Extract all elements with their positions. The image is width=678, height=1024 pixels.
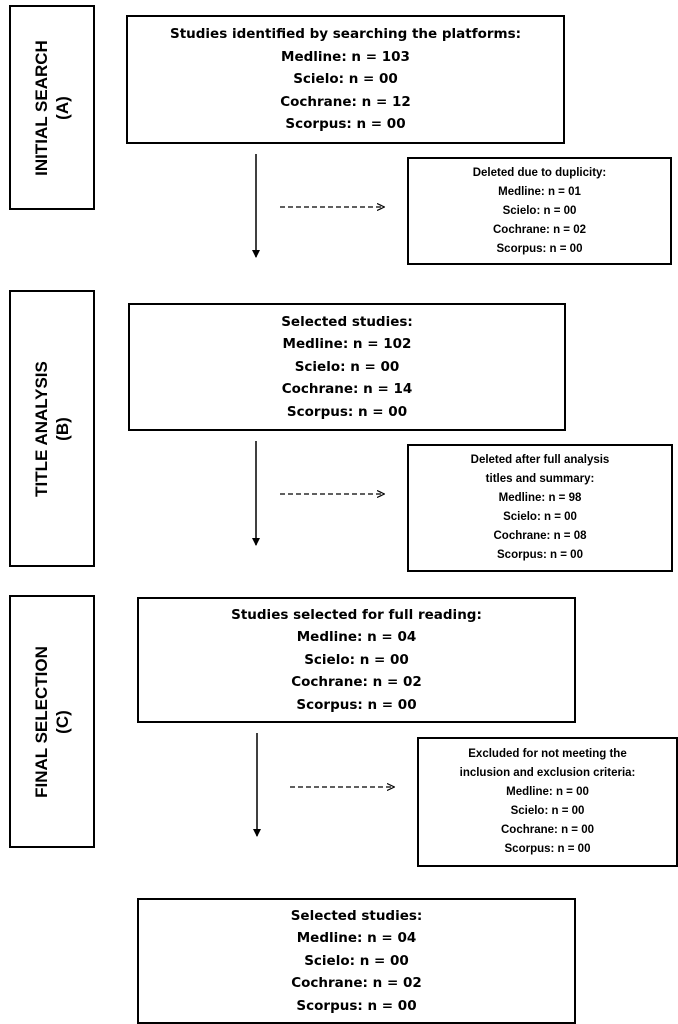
count-cochrane: Cochrane: n = 02 [291,674,422,691]
box-heading-line-2: inclusion and exclusion criteria: [459,767,636,779]
stage-label-title-analysis: TITLE ANALYSIS (B) [9,290,95,567]
count-medline: Medline: n = 98 [498,492,582,504]
box-final-selected-studies: Selected studies: Medline: n = 04 Scielo… [137,898,576,1024]
stage-label-initial-search: INITIAL SEARCH (A) [9,5,95,210]
box-full-reading: Studies selected for full reading: Medli… [137,597,576,723]
box-excluded-criteria: Excluded for not meeting the inclusion a… [417,737,678,867]
stage-letter: (B) [53,416,72,441]
count-medline: Medline: n = 04 [296,629,417,646]
stage-label-final-selection: FINAL SELECTION (C) [9,595,95,848]
stage-title: INITIAL SEARCH [32,39,51,176]
count-scielo: Scielo: n = 00 [294,358,400,375]
stage-letter: (A) [53,95,72,120]
count-cochrane: Cochrane: n = 00 [501,824,594,836]
count-cochrane: Cochrane: n = 14 [281,381,413,398]
count-scielo: Scielo: n = 00 [510,805,585,817]
count-scorpus: Scorpus: n = 00 [286,403,408,420]
count-scorpus: Scorpus: n = 00 [497,549,583,561]
box-heading: Studies identified by searching the plat… [169,26,522,43]
box-deleted-duplicity: Deleted due to duplicity: Medline: n = 0… [407,157,672,265]
box-heading: Studies selected for full reading: [231,606,482,623]
box-selected-studies-titles: Selected studies: Medline: n = 102 Sciel… [128,303,566,431]
box-heading-line-2: titles and summary: [485,473,595,485]
count-medline: Medline: n = 04 [296,930,417,947]
box-heading: Deleted due to duplicity: [472,166,607,179]
count-scorpus: Scorpus: n = 00 [296,997,417,1014]
count-scielo: Scielo: n = 00 [304,651,409,668]
count-scielo: Scielo: n = 00 [502,204,577,217]
count-cochrane: Cochrane: n = 02 [291,975,422,992]
count-medline: Medline: n = 01 [498,185,581,198]
count-scielo: Scielo: n = 00 [503,511,577,523]
count-cochrane: Cochrane: n = 08 [493,530,587,542]
box-heading-line-1: Excluded for not meeting the [468,748,627,760]
box-heading-line-1: Deleted after full analysis [470,454,610,466]
box-heading: Selected studies: [281,313,413,330]
count-scorpus: Scorpus: n = 00 [504,843,591,855]
count-scorpus: Scorpus: n = 00 [496,242,583,255]
box-heading: Selected studies: [290,907,423,924]
count-scielo: Scielo: n = 00 [293,71,398,88]
count-medline: Medline: n = 00 [506,786,589,798]
stage-title: FINAL SELECTION [32,645,51,798]
stage-letter: (C) [53,709,72,734]
count-cochrane: Cochrane: n = 12 [280,93,411,110]
count-cochrane: Cochrane: n = 02 [493,223,586,236]
count-scorpus: Scorpus: n = 00 [285,116,406,133]
count-medline: Medline: n = 102 [282,336,412,353]
box-deleted-full-analysis: Deleted after full analysis titles and s… [407,444,673,572]
count-scielo: Scielo: n = 00 [304,952,409,969]
box-studies-identified: Studies identified by searching the plat… [126,15,565,144]
stage-title: TITLE ANALYSIS [32,360,51,497]
count-scorpus: Scorpus: n = 00 [296,696,417,713]
count-medline: Medline: n = 103 [281,48,410,65]
